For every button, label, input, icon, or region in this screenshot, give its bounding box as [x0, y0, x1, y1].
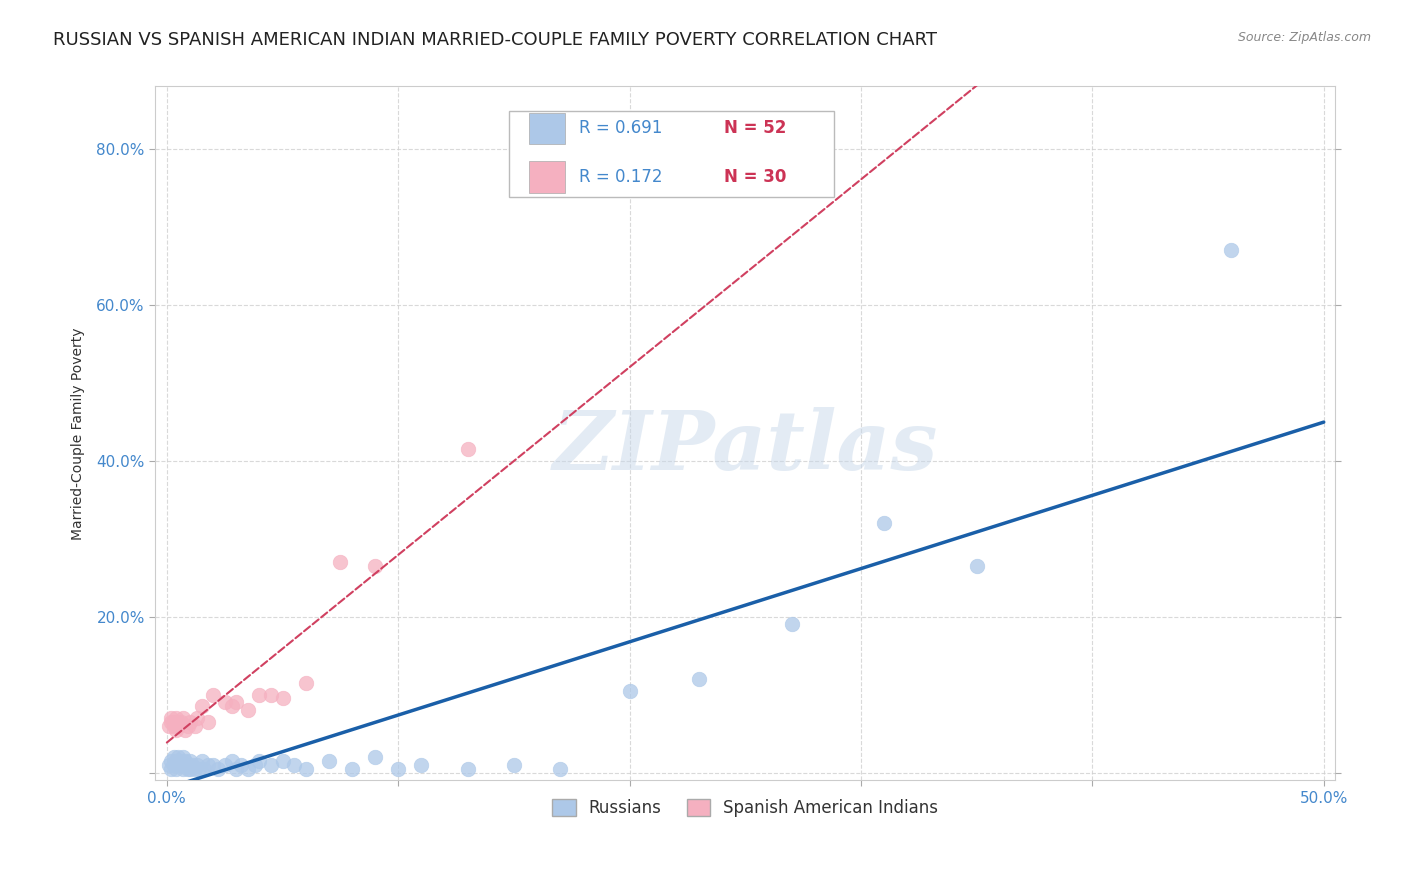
Point — [457, 442, 479, 456]
Point — [188, 762, 211, 776]
Point — [294, 676, 316, 690]
Point — [163, 714, 186, 729]
Point — [190, 754, 212, 768]
Point — [221, 699, 243, 714]
Point — [193, 762, 215, 776]
Point — [163, 719, 186, 733]
Point — [236, 762, 259, 776]
Y-axis label: Married-Couple Family Poverty: Married-Couple Family Poverty — [72, 327, 86, 540]
Point — [221, 754, 243, 768]
Point — [174, 757, 197, 772]
Point — [260, 688, 283, 702]
Point — [966, 558, 988, 573]
Point — [457, 762, 479, 776]
Point — [364, 750, 387, 764]
Point — [260, 757, 283, 772]
Point — [174, 754, 197, 768]
Point — [172, 750, 194, 764]
Point — [318, 754, 340, 768]
Point — [247, 754, 270, 768]
Point — [170, 757, 193, 772]
Point — [170, 714, 193, 729]
Point — [387, 762, 409, 776]
Text: N = 30: N = 30 — [724, 168, 786, 186]
Point — [236, 703, 259, 717]
Point — [207, 762, 229, 776]
Text: RUSSIAN VS SPANISH AMERICAN INDIAN MARRIED-COUPLE FAMILY POVERTY CORRELATION CHA: RUSSIAN VS SPANISH AMERICAN INDIAN MARRI… — [53, 31, 938, 49]
Point — [202, 688, 225, 702]
Point — [165, 762, 187, 776]
Text: N = 52: N = 52 — [724, 120, 786, 137]
Bar — [529, 161, 565, 193]
Point — [157, 719, 180, 733]
Point — [247, 688, 270, 702]
Bar — [529, 112, 565, 144]
Point — [1220, 243, 1243, 257]
Point — [873, 516, 896, 530]
Point — [294, 762, 316, 776]
Text: R = 0.691: R = 0.691 — [579, 120, 662, 137]
Point — [165, 723, 187, 737]
Point — [167, 750, 190, 764]
Point — [214, 757, 236, 772]
Point — [190, 699, 212, 714]
Point — [186, 711, 208, 725]
Point — [271, 691, 294, 706]
Text: ZIPatlas: ZIPatlas — [553, 408, 938, 487]
Point — [172, 711, 194, 725]
Point — [179, 762, 201, 776]
Point — [167, 757, 190, 772]
Point — [271, 754, 294, 768]
Point — [503, 757, 526, 772]
Point — [176, 762, 198, 776]
Point — [619, 683, 641, 698]
Point — [160, 762, 183, 776]
Point — [157, 757, 180, 772]
Point — [688, 672, 710, 686]
Point — [186, 757, 208, 772]
Point — [183, 719, 205, 733]
Point — [214, 695, 236, 709]
Point — [181, 757, 204, 772]
Point — [163, 750, 186, 764]
Point — [229, 757, 252, 772]
Point — [202, 757, 225, 772]
Point — [197, 757, 219, 772]
Point — [225, 695, 247, 709]
Point — [170, 754, 193, 768]
Point — [160, 754, 183, 768]
Point — [160, 711, 183, 725]
Point — [176, 719, 198, 733]
Point — [548, 762, 571, 776]
Point — [165, 711, 187, 725]
Point — [225, 762, 247, 776]
Point — [243, 757, 266, 772]
Point — [329, 555, 352, 569]
Point — [183, 762, 205, 776]
Point — [340, 762, 363, 776]
Point — [780, 617, 803, 632]
Point — [411, 757, 433, 772]
Point — [172, 762, 194, 776]
Point — [179, 754, 201, 768]
Point — [160, 714, 183, 729]
Point — [163, 757, 186, 772]
Text: R = 0.172: R = 0.172 — [579, 168, 662, 186]
Point — [283, 757, 305, 772]
Point — [165, 754, 187, 768]
Point — [167, 719, 190, 733]
Point — [174, 723, 197, 737]
Legend: Russians, Spanish American Indians: Russians, Spanish American Indians — [546, 792, 945, 824]
Point — [167, 714, 190, 729]
Point — [364, 558, 387, 573]
Point — [197, 714, 219, 729]
FancyBboxPatch shape — [509, 111, 834, 197]
Point — [179, 714, 201, 729]
Text: Source: ZipAtlas.com: Source: ZipAtlas.com — [1237, 31, 1371, 45]
